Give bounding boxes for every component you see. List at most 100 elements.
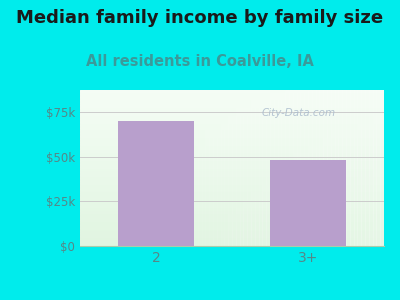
Bar xyxy=(380,90,384,246)
Bar xyxy=(80,140,384,142)
Bar xyxy=(190,90,194,246)
Bar xyxy=(114,90,118,246)
Bar xyxy=(376,90,380,246)
Bar xyxy=(80,149,384,151)
Bar xyxy=(160,90,164,246)
Bar xyxy=(361,90,365,246)
Bar xyxy=(80,112,384,113)
Bar xyxy=(80,103,384,104)
Bar xyxy=(137,90,141,246)
Bar xyxy=(80,194,384,196)
Bar xyxy=(80,168,384,170)
Bar xyxy=(80,191,384,193)
Bar xyxy=(80,177,384,179)
Bar xyxy=(304,90,308,246)
Bar xyxy=(80,129,384,130)
Bar xyxy=(80,187,384,188)
Bar xyxy=(342,90,346,246)
Bar xyxy=(331,90,334,246)
Bar xyxy=(80,123,384,124)
Bar xyxy=(80,230,384,232)
Bar xyxy=(327,90,331,246)
Bar xyxy=(80,154,384,155)
Bar xyxy=(80,130,384,132)
Bar xyxy=(312,90,316,246)
Bar xyxy=(80,208,384,210)
Bar xyxy=(80,241,384,243)
Bar xyxy=(80,113,384,115)
Bar xyxy=(179,90,183,246)
Bar xyxy=(80,93,384,95)
Bar xyxy=(80,157,384,159)
Bar xyxy=(99,90,103,246)
Bar xyxy=(80,167,384,168)
Bar xyxy=(103,90,106,246)
Bar xyxy=(308,90,312,246)
Bar xyxy=(164,90,168,246)
Bar xyxy=(80,128,384,129)
Bar xyxy=(80,237,384,238)
Bar xyxy=(213,90,217,246)
Bar xyxy=(130,90,133,246)
Bar xyxy=(126,90,130,246)
Bar xyxy=(209,90,213,246)
Bar xyxy=(80,116,384,118)
Bar xyxy=(80,215,384,216)
Bar xyxy=(266,90,270,246)
Bar xyxy=(80,143,384,145)
Bar xyxy=(80,182,384,184)
Bar xyxy=(80,165,384,166)
Bar xyxy=(80,221,384,223)
Bar xyxy=(80,206,384,207)
Bar xyxy=(194,90,198,246)
Bar xyxy=(80,146,384,148)
Bar xyxy=(80,160,384,162)
Bar xyxy=(358,90,361,246)
Bar xyxy=(80,212,384,213)
Bar xyxy=(80,142,384,143)
Bar xyxy=(270,90,274,246)
Bar xyxy=(80,174,384,176)
Bar xyxy=(110,90,114,246)
Bar xyxy=(369,90,373,246)
Bar xyxy=(80,201,384,202)
Bar xyxy=(80,151,384,152)
Bar xyxy=(156,90,160,246)
Bar xyxy=(80,235,384,237)
Bar xyxy=(247,90,251,246)
Bar xyxy=(91,90,95,246)
Bar xyxy=(80,138,384,140)
Bar xyxy=(255,90,258,246)
Bar xyxy=(278,90,282,246)
Bar xyxy=(300,90,304,246)
Bar xyxy=(346,90,350,246)
Bar xyxy=(183,90,186,246)
Bar xyxy=(236,90,240,246)
Bar xyxy=(80,148,384,149)
Bar xyxy=(80,159,384,160)
Bar xyxy=(175,90,179,246)
Bar xyxy=(80,185,384,187)
Bar xyxy=(167,90,171,246)
Bar xyxy=(80,184,384,185)
Bar xyxy=(80,95,384,96)
Bar xyxy=(80,101,384,103)
Bar xyxy=(80,169,384,171)
Text: Median family income by family size: Median family income by family size xyxy=(16,9,384,27)
Bar xyxy=(148,90,152,246)
Bar xyxy=(80,90,384,92)
Bar xyxy=(80,179,384,181)
Bar xyxy=(293,90,296,246)
Bar xyxy=(259,90,262,246)
Bar xyxy=(80,224,384,226)
Bar xyxy=(80,220,384,221)
Bar xyxy=(262,90,266,246)
Bar xyxy=(80,137,384,138)
Bar xyxy=(80,213,384,215)
Bar xyxy=(80,90,84,246)
Bar xyxy=(80,106,384,107)
Bar xyxy=(270,160,346,246)
Bar xyxy=(80,115,384,116)
Bar xyxy=(297,90,300,246)
Bar xyxy=(221,90,224,246)
